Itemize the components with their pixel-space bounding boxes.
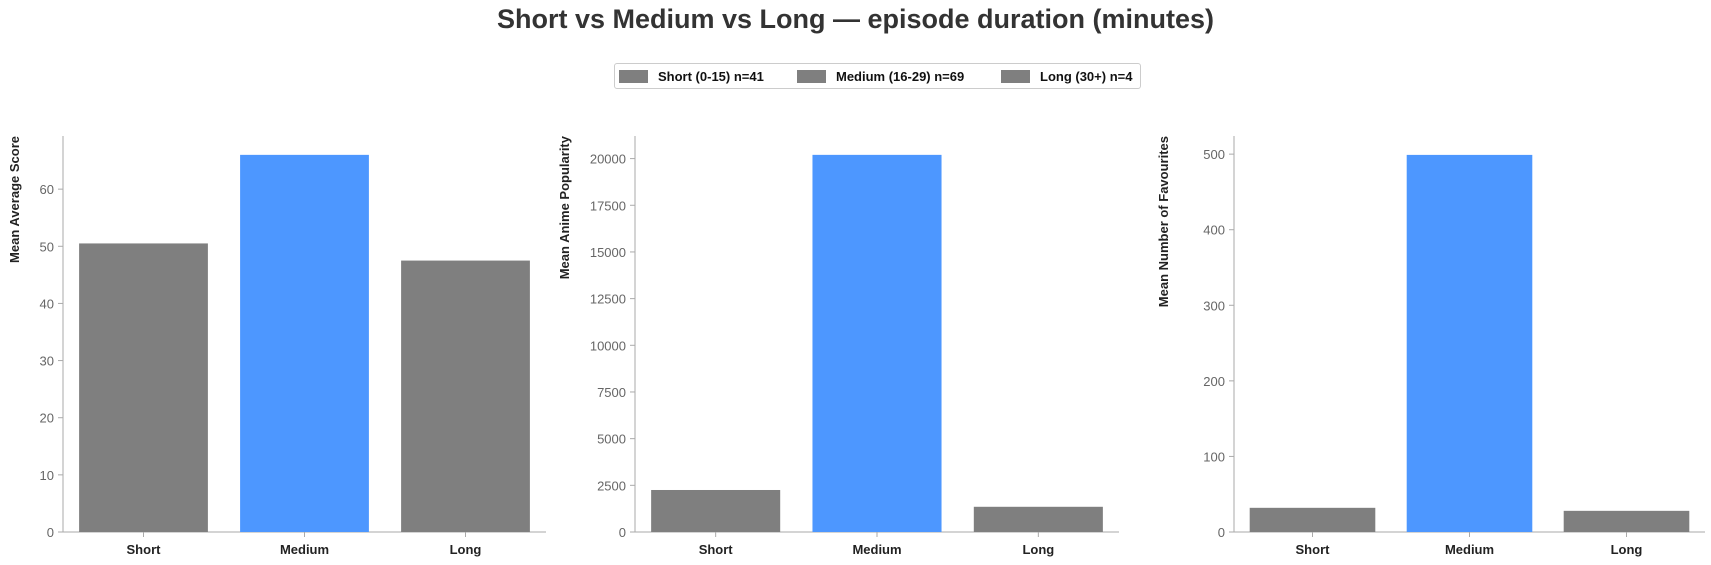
y-tick-label: 300: [1203, 298, 1225, 313]
chart-favourites: 0 100 200 300 400 500 Short Medium Long Mean Numb…: [1156, 136, 1705, 557]
bar-short: [1249, 507, 1376, 532]
bar-short: [79, 243, 208, 532]
y-tick-label: 50: [40, 239, 54, 254]
legend-swatch-medium: [797, 69, 826, 83]
y-tick-label: 20: [40, 411, 54, 426]
x-tick-label: Medium: [280, 542, 329, 557]
chart-score: 0 10 20 30 40 50 60 Short Medium Long Mean Average…: [7, 136, 546, 557]
legend: Short (0-15) n=41 Medium (16-29) n=69 Lo…: [614, 63, 1141, 89]
bar-long: [401, 260, 530, 532]
bar-long: [1563, 510, 1690, 532]
bar-medium: [812, 154, 942, 532]
x-tick-label: Medium: [1445, 542, 1494, 557]
y-tick-label: 7500: [597, 385, 626, 400]
y-tick-label: 60: [40, 182, 54, 197]
legend-label-medium: Medium (16-29) n=69: [836, 68, 965, 84]
legend-label-short: Short (0-15) n=41: [658, 68, 764, 84]
x-tick-label: Long: [1611, 542, 1643, 557]
x-tick-label: Medium: [852, 542, 901, 557]
legend-label-long: Long (30+) n=4: [1040, 68, 1133, 84]
y-tick-label: 30: [40, 354, 54, 369]
x-tick-label: Long: [1022, 542, 1054, 557]
y-tick-label: 0: [47, 525, 54, 540]
bar-medium: [1406, 154, 1533, 532]
y-tick-label: 100: [1203, 449, 1225, 464]
legend-swatch-short: [619, 69, 648, 83]
y-tick-label: 200: [1203, 374, 1225, 389]
y-tick-label: 40: [40, 296, 54, 311]
y-tick-label: 0: [1218, 525, 1225, 540]
legend-item-medium: Medium (16-29) n=69: [797, 68, 964, 84]
y-tick-label: 500: [1203, 147, 1225, 162]
y-tick-label: 0: [619, 525, 626, 540]
x-tick-label: Long: [450, 542, 482, 557]
bar-short: [651, 489, 781, 532]
y-axis-label: Mean Anime Popularity: [557, 135, 572, 279]
y-tick-label: 15000: [590, 245, 626, 260]
x-tick-label: Short: [127, 542, 162, 557]
bar-long: [973, 506, 1103, 532]
bar-medium: [240, 154, 369, 532]
y-tick-label: 12500: [590, 292, 626, 307]
y-tick-label: 5000: [597, 432, 626, 447]
y-tick-label: 10: [40, 468, 54, 483]
y-tick-label: 400: [1203, 223, 1225, 238]
legend-item-long: Long (30+) n=4: [1001, 68, 1132, 84]
y-tick-label: 10000: [590, 338, 626, 353]
y-tick-label: 20000: [590, 152, 626, 167]
y-axis-label: Mean Number of Favourites: [1156, 136, 1171, 307]
chart-title: Short vs Medium vs Long — episode durati…: [496, 4, 1215, 34]
chart-popularity: 0 2500 5000 7500 10000 12500 15000 17500 20000 Sh…: [557, 135, 1119, 557]
x-tick-label: Short: [1296, 542, 1331, 557]
y-axis-label: Mean Average Score: [7, 136, 22, 263]
legend-swatch-long: [1001, 69, 1030, 83]
y-tick-label: 17500: [590, 198, 626, 213]
x-tick-label: Short: [699, 542, 734, 557]
legend-item-short: Short (0-15) n=41: [619, 68, 764, 84]
y-tick-label: 2500: [597, 478, 626, 493]
